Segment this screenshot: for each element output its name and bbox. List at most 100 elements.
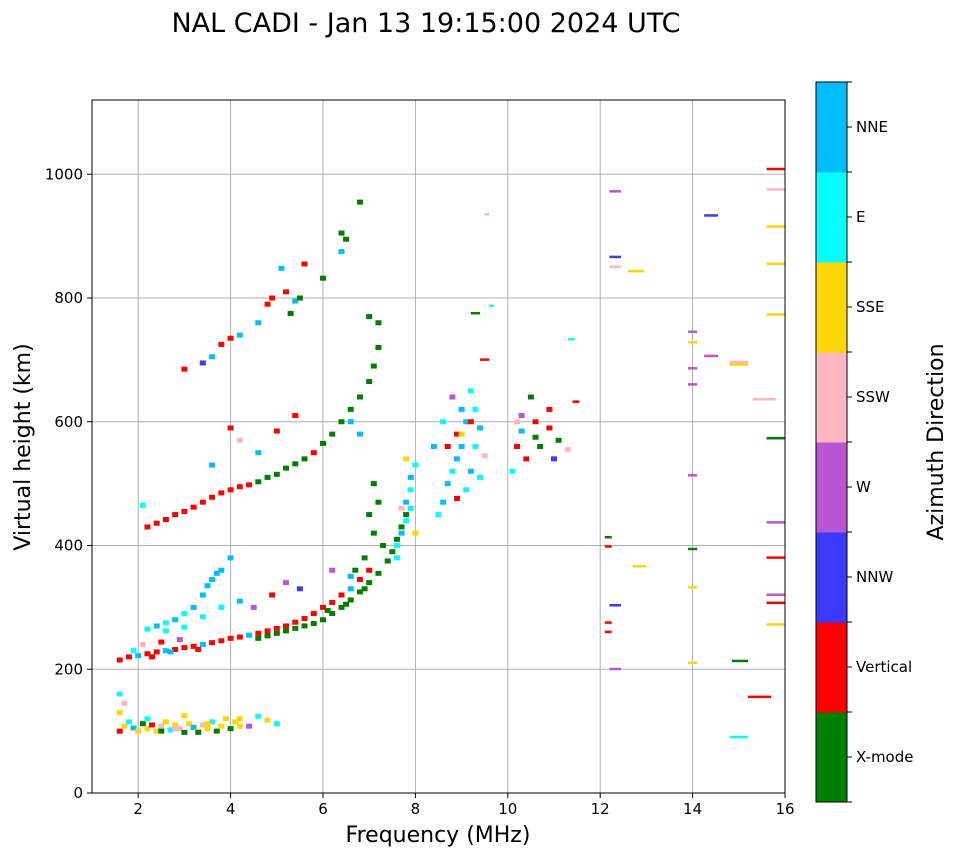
echo-point-x-mode <box>352 567 359 573</box>
echo-point-vertical <box>269 592 276 598</box>
echo-segment-ssw <box>484 212 490 216</box>
echo-point-e <box>144 716 151 722</box>
echo-point-e <box>144 626 151 632</box>
echo-point-nne <box>218 567 225 573</box>
echo-point-x-mode <box>329 431 336 437</box>
colorbar-label-w: W <box>856 478 871 496</box>
echo-point-e <box>412 462 419 468</box>
echo-segment-x-mode <box>470 311 481 315</box>
echo-point-x-mode <box>347 406 354 412</box>
echo-segment-x-mode <box>766 436 785 440</box>
y-tick-label: 400 <box>54 537 83 555</box>
echo-point-e <box>403 518 410 524</box>
echo-point-vertical <box>366 567 373 573</box>
echo-point-vertical <box>195 646 202 652</box>
echo-point-sse <box>232 719 239 725</box>
echo-point-nne <box>458 444 465 449</box>
echo-point-vertical <box>319 604 327 610</box>
x-tick-label: 12 <box>591 800 610 818</box>
echo-point-vertical <box>153 520 160 526</box>
colorbar-swatch-x-mode <box>816 712 847 803</box>
echo-point-nne <box>440 499 447 505</box>
echo-point-sse <box>116 710 123 716</box>
echo-point-e <box>435 512 442 518</box>
echo-segment-vertical <box>748 695 772 699</box>
echo-point-vertical <box>453 495 460 501</box>
echo-point-sse <box>218 723 225 729</box>
echo-segment-w <box>766 593 785 596</box>
echo-segment-x-mode <box>687 547 698 551</box>
echo-point-x-mode <box>273 471 280 477</box>
echo-point-x-mode <box>375 320 382 326</box>
echo-point-e <box>273 721 280 727</box>
echo-point-nne <box>338 249 345 255</box>
echo-point-vertical <box>218 490 225 496</box>
echo-point-vertical <box>125 654 132 660</box>
echo-point-vertical <box>172 512 179 518</box>
echo-point-x-mode <box>301 456 308 462</box>
echo-point-x-mode <box>555 437 562 443</box>
echo-point-sse <box>236 716 243 722</box>
echo-segment-sse <box>766 225 785 228</box>
echo-point-vertical <box>227 487 234 493</box>
echo-point-x-mode <box>370 530 377 536</box>
echo-point-ssw <box>121 700 128 706</box>
echo-point-x-mode <box>287 310 294 316</box>
echo-point-vertical <box>153 649 160 655</box>
echo-point-vertical <box>310 611 317 617</box>
echo-point-vertical <box>546 406 553 412</box>
echo-point-vertical <box>338 592 345 598</box>
echo-point-x-mode <box>158 728 165 734</box>
y-tick-label: 200 <box>54 660 83 678</box>
echo-point-x-mode <box>213 728 220 734</box>
echo-point-vertical <box>190 504 197 510</box>
echo-segment-e <box>489 304 494 308</box>
echo-segment-nnw <box>609 255 621 259</box>
echo-point-e <box>393 555 400 561</box>
echo-point-e <box>116 691 123 697</box>
echo-point-vertical <box>209 494 216 500</box>
echo-point-w <box>329 567 336 573</box>
echo-point-e <box>440 419 447 425</box>
echo-point-sse <box>162 719 169 725</box>
echo-point-x-mode <box>366 379 373 385</box>
echo-point-x-mode <box>389 549 396 555</box>
echo-segment-x-mode <box>731 659 749 663</box>
echo-segment-vertical <box>766 556 785 559</box>
echo-point-vertical <box>356 577 363 583</box>
echo-point-vertical <box>273 625 280 631</box>
echo-point-sse <box>204 726 211 732</box>
echo-point-vertical <box>144 524 151 530</box>
echo-point-e <box>181 624 188 630</box>
y-tick-label: 600 <box>54 413 83 431</box>
echo-point-w <box>250 604 257 610</box>
echo-point-nne <box>467 468 474 474</box>
colorbar-label-x-mode: X-mode <box>856 748 913 766</box>
echo-point-vertical <box>523 456 530 462</box>
echo-segment-nnw <box>704 214 719 217</box>
echo-point-x-mode <box>384 558 391 564</box>
echo-point-vertical <box>199 499 206 505</box>
echo-point-nnw <box>199 360 206 366</box>
echo-point-vertical <box>218 638 225 644</box>
echo-point-x-mode <box>195 729 202 735</box>
echo-point-e <box>167 727 174 733</box>
echo-point-vertical <box>218 341 225 347</box>
echo-point-vertical <box>172 646 179 652</box>
x-tick-label: 6 <box>318 800 328 818</box>
echo-point-x-mode <box>310 620 317 626</box>
x-tick-label: 8 <box>411 800 421 818</box>
echo-point-vertical <box>292 619 299 625</box>
echo-segment-vertical <box>604 621 612 624</box>
echo-point-nne <box>227 555 234 561</box>
y-axis-label: Virtual height (km) <box>11 343 36 550</box>
colorbar-swatch-w <box>816 442 847 533</box>
echo-point-x-mode <box>366 580 373 586</box>
echo-point-nne <box>347 419 354 425</box>
echo-point-vertical <box>329 599 336 605</box>
echo-point-nne <box>292 298 299 304</box>
echo-segment-vertical <box>766 601 785 605</box>
echo-segment-vertical <box>604 545 612 548</box>
